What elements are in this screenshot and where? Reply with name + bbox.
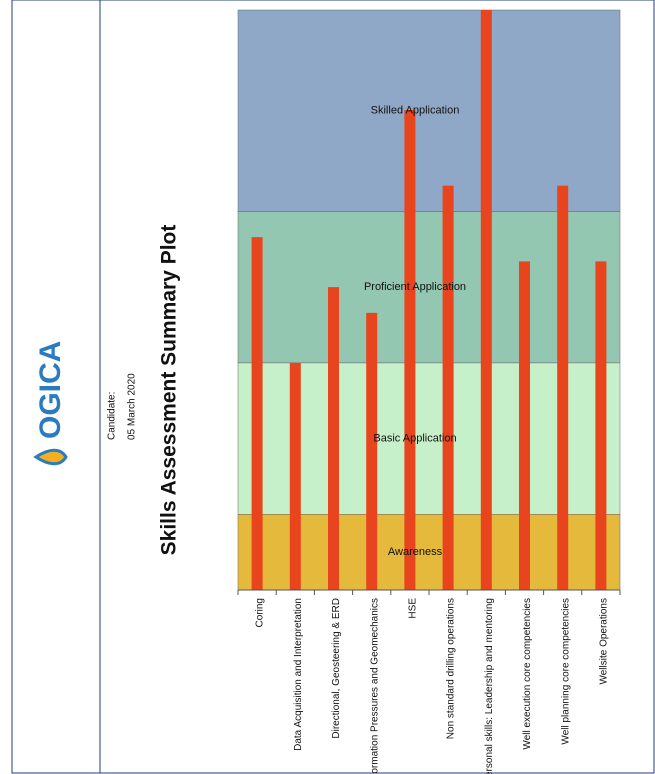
- band-label: Awareness: [388, 546, 443, 558]
- x-tick-label: HSE: [408, 598, 419, 619]
- logo-drop: [33, 448, 68, 466]
- bar: [557, 185, 569, 590]
- bar: [289, 362, 301, 590]
- level-band: [237, 9, 621, 212]
- x-tick-label: Non standard drilling operations: [446, 598, 457, 739]
- level-band: [237, 514, 621, 591]
- page-frame: [11, 0, 655, 774]
- band-label: Basic Application: [373, 432, 456, 444]
- bar: [366, 312, 378, 590]
- candidate-label: Candidate:: [107, 392, 118, 440]
- x-tick-label: Personal skills: Leadership and mentorin…: [484, 598, 495, 774]
- level-band: [237, 362, 621, 515]
- band-label: Proficient Application: [364, 281, 466, 293]
- x-tick-label: Well planning core competencies: [560, 598, 571, 745]
- date: 05 March 2020: [127, 373, 138, 440]
- bar: [480, 10, 492, 590]
- x-tick-label: Formation Pressures and Geomechanics: [369, 598, 380, 774]
- x-tick-label: Well execution core competencies: [522, 598, 533, 750]
- x-tick-label: Coring: [255, 598, 266, 627]
- bar: [404, 109, 416, 590]
- x-tick-label: Data Acquisition and Interpretation: [293, 598, 304, 751]
- title: Skills Assessment Summary Plot: [158, 225, 181, 556]
- bar: [519, 261, 530, 590]
- bar: [328, 287, 339, 590]
- bar: [442, 185, 454, 590]
- level-band: [237, 211, 621, 364]
- x-tick-label: Directional, Geosteering & ERD: [331, 598, 342, 739]
- logo-text: OGICA: [34, 341, 67, 439]
- bar: [251, 237, 263, 590]
- x-tick-label: Wellsite Operations: [599, 598, 610, 685]
- logo: OGICA: [33, 341, 68, 466]
- band-label: Skilled Application: [371, 105, 460, 117]
- bar: [595, 261, 607, 590]
